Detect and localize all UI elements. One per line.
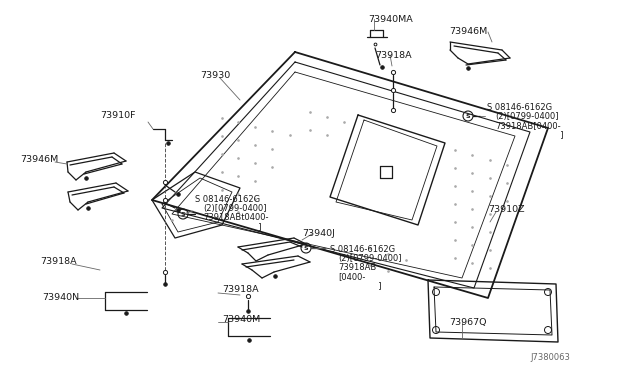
Text: 73918A: 73918A: [40, 257, 77, 266]
Text: (2)[0799-0400]: (2)[0799-0400]: [203, 205, 266, 214]
Text: 73918AB: 73918AB: [338, 263, 376, 273]
Text: S: S: [304, 246, 308, 250]
Text: S 08146-6162G: S 08146-6162G: [487, 103, 552, 112]
Text: (2)[0799-0400]: (2)[0799-0400]: [495, 112, 559, 122]
Text: 73940J: 73940J: [302, 230, 335, 238]
Text: 73940MA: 73940MA: [368, 15, 413, 23]
Text: 73910Z: 73910Z: [488, 205, 525, 215]
Text: 73918ABt0400-: 73918ABt0400-: [203, 214, 269, 222]
Text: (2)[0799-0400]: (2)[0799-0400]: [338, 254, 401, 263]
Text: J7380063: J7380063: [530, 353, 570, 362]
Text: 73910F: 73910F: [100, 112, 136, 121]
Text: ]: ]: [253, 222, 262, 231]
Text: S 08146-6162G: S 08146-6162G: [195, 196, 260, 205]
Text: 73940N: 73940N: [42, 294, 79, 302]
Text: ]: ]: [373, 282, 381, 291]
Text: 73967Q: 73967Q: [449, 317, 486, 327]
Text: 73930: 73930: [200, 71, 230, 80]
Text: 73946M: 73946M: [20, 155, 58, 164]
Text: 73940M: 73940M: [222, 315, 260, 324]
Text: [0400-: [0400-: [338, 273, 365, 282]
Text: 73946M: 73946M: [449, 28, 487, 36]
Text: 73918A: 73918A: [222, 285, 259, 295]
Text: 73918AB[0400-: 73918AB[0400-: [495, 122, 561, 131]
Text: 73918A: 73918A: [375, 51, 412, 60]
Text: S: S: [466, 113, 470, 119]
Text: S 08146-6162G: S 08146-6162G: [330, 246, 395, 254]
Text: ]: ]: [555, 131, 563, 140]
Text: S: S: [180, 212, 186, 217]
